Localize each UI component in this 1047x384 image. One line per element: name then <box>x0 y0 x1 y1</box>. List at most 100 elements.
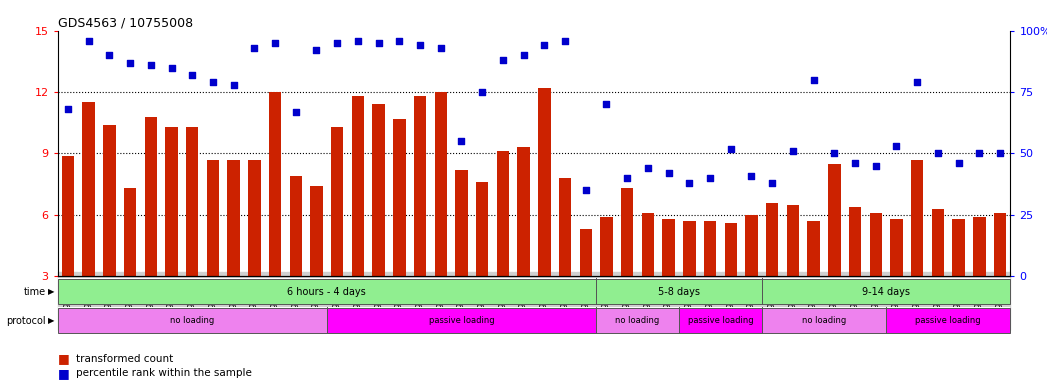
Point <box>494 57 511 63</box>
Bar <box>911 160 923 338</box>
Text: passive loading: passive loading <box>915 316 981 325</box>
Bar <box>206 160 219 338</box>
Point <box>826 151 843 157</box>
Text: 9-14 days: 9-14 days <box>862 286 910 297</box>
Bar <box>476 182 488 338</box>
Bar <box>227 160 240 338</box>
Bar <box>327 308 596 333</box>
Bar <box>393 119 405 338</box>
Text: no loading: no loading <box>802 316 846 325</box>
Bar <box>269 92 282 338</box>
Bar <box>890 219 903 338</box>
Bar <box>414 96 426 338</box>
Point <box>329 40 346 46</box>
Bar <box>766 203 778 338</box>
Point <box>204 79 221 85</box>
Bar <box>596 280 762 304</box>
Bar <box>683 221 695 338</box>
Point <box>371 40 387 46</box>
Point <box>142 62 159 68</box>
Bar <box>869 213 882 338</box>
Point <box>432 45 449 51</box>
Point <box>784 148 801 154</box>
Bar <box>678 308 762 333</box>
Point <box>930 151 946 157</box>
Bar <box>559 178 572 338</box>
Bar <box>104 125 115 338</box>
Point <box>763 180 780 186</box>
Point <box>722 146 739 152</box>
Bar <box>124 188 136 338</box>
Point <box>287 109 305 115</box>
Bar <box>62 156 74 338</box>
Point <box>951 160 967 166</box>
Bar <box>580 229 592 338</box>
Point <box>184 72 201 78</box>
Point <box>350 38 366 44</box>
Bar <box>886 308 1010 333</box>
Text: percentile rank within the sample: percentile rank within the sample <box>76 368 252 378</box>
Point <box>681 180 697 186</box>
Point <box>453 138 470 144</box>
Bar <box>745 215 758 338</box>
Text: time: time <box>24 286 46 297</box>
Point <box>743 172 760 179</box>
Text: ▶: ▶ <box>48 316 54 325</box>
Point <box>619 175 636 181</box>
Text: ■: ■ <box>58 367 69 380</box>
Bar <box>973 217 985 338</box>
Bar <box>600 217 612 338</box>
Point <box>163 65 180 71</box>
Bar <box>248 160 261 338</box>
Point <box>81 38 97 44</box>
Bar <box>762 280 1010 304</box>
Bar <box>373 104 385 338</box>
Point <box>60 106 76 113</box>
Point <box>971 151 987 157</box>
Bar <box>310 186 322 338</box>
Text: GDS4563 / 10755008: GDS4563 / 10755008 <box>58 17 193 30</box>
Bar <box>144 117 157 338</box>
Bar <box>621 188 633 338</box>
Bar <box>165 127 178 338</box>
Point <box>121 60 138 66</box>
Point <box>847 160 864 166</box>
Point <box>557 38 574 44</box>
Bar <box>331 127 343 338</box>
Point <box>909 79 926 85</box>
Bar <box>58 280 596 304</box>
Bar <box>642 213 654 338</box>
Text: no loading: no loading <box>170 316 215 325</box>
Bar <box>725 223 737 338</box>
Point <box>267 40 284 46</box>
Text: ▶: ▶ <box>48 287 54 296</box>
Point <box>598 101 615 108</box>
Bar <box>828 164 841 338</box>
Point <box>101 52 117 58</box>
Bar <box>538 88 551 338</box>
Point <box>411 42 428 48</box>
Bar <box>58 308 327 333</box>
Bar <box>290 176 302 338</box>
Bar <box>496 151 509 338</box>
Bar <box>807 221 820 338</box>
Text: transformed count: transformed count <box>76 354 174 364</box>
Point <box>867 163 884 169</box>
Point <box>225 82 242 88</box>
Point <box>536 42 553 48</box>
Text: 6 hours - 4 days: 6 hours - 4 days <box>288 286 366 297</box>
Point <box>515 52 532 58</box>
Bar <box>596 308 678 333</box>
Text: ■: ■ <box>58 353 69 366</box>
Point <box>888 143 905 149</box>
Point <box>577 187 594 194</box>
Bar <box>186 127 199 338</box>
Bar <box>435 92 447 338</box>
Bar <box>704 221 716 338</box>
Text: no loading: no loading <box>616 316 660 325</box>
Text: passive loading: passive loading <box>428 316 494 325</box>
Point <box>701 175 718 181</box>
Text: 5-8 days: 5-8 days <box>658 286 700 297</box>
Point <box>992 151 1008 157</box>
Point <box>805 77 822 83</box>
